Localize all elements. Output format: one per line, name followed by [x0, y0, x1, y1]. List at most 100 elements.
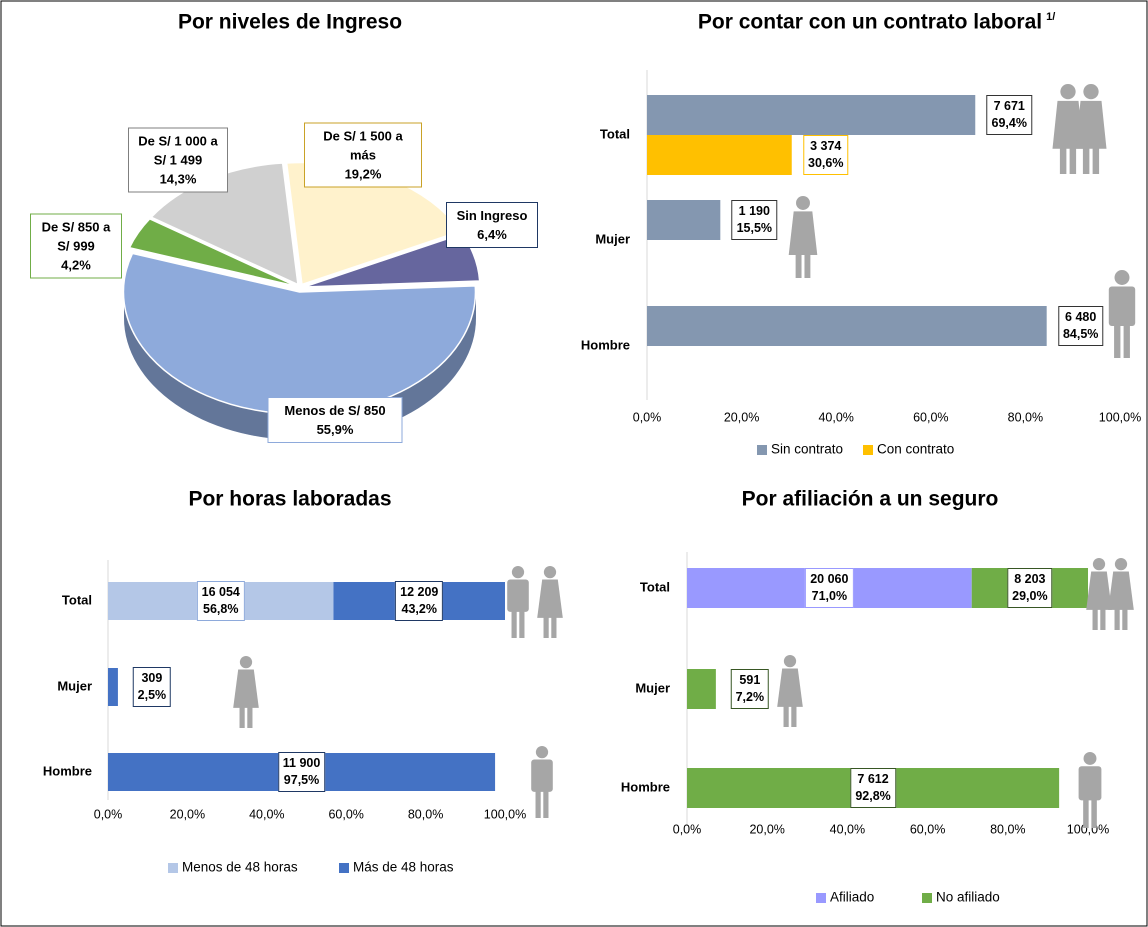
- person-body: [1052, 100, 1084, 149]
- person-icon: [788, 196, 818, 278]
- category-label: Total: [640, 579, 670, 594]
- label-line: 30,6%: [808, 156, 844, 170]
- value-label: 8 203 29,0%: [1007, 568, 1053, 608]
- label-line: 309: [141, 671, 163, 685]
- person-body: [777, 668, 803, 707]
- person-icon: [1086, 558, 1112, 630]
- label-line: De S/ 1 500 a más: [323, 128, 403, 163]
- value-label: 1 190 15,5%: [731, 200, 778, 240]
- label-line: 84,5%: [1062, 327, 1099, 341]
- person-head: [1060, 84, 1076, 100]
- person-head: [1114, 558, 1128, 571]
- label-line: 19,2%: [344, 166, 382, 182]
- label-line: 7 612: [857, 772, 889, 786]
- person-leg: [1114, 322, 1121, 358]
- x-tick-label: 0,0%: [94, 807, 123, 821]
- value-label: 309 2,5%: [132, 667, 172, 707]
- label-line: 2,5%: [137, 688, 167, 702]
- person-head: [535, 746, 549, 759]
- person-icon: [507, 566, 529, 638]
- label-line: 71,0%: [811, 589, 848, 603]
- person-leg: [511, 609, 517, 638]
- label-line: Sin Ingreso: [456, 208, 528, 223]
- category-label: Mujer: [57, 678, 92, 693]
- person-icon: [777, 655, 803, 727]
- slice-label: De S/ 850 a S/ 999 4,2%: [30, 213, 122, 279]
- label-line: 6,4%: [477, 227, 507, 242]
- title-note: 1/: [1046, 11, 1055, 23]
- label-line: 591: [739, 673, 761, 687]
- person-head: [239, 656, 253, 669]
- bar: [687, 669, 716, 709]
- person-leg: [1122, 601, 1128, 630]
- person-icon: [1108, 558, 1134, 630]
- legend-swatch: [863, 445, 873, 455]
- label-line: 3 374: [810, 139, 842, 153]
- x-tick-label: 40,0%: [818, 410, 853, 424]
- label-line: 15,5%: [736, 221, 773, 235]
- x-tick-label: 40,0%: [830, 822, 865, 836]
- label-line: 97,5%: [283, 773, 320, 787]
- person-head: [1114, 270, 1130, 285]
- x-tick-label: 60,0%: [913, 410, 948, 424]
- person-leg: [783, 698, 789, 727]
- person-body: [1078, 766, 1102, 801]
- person-icon: [1078, 752, 1102, 828]
- legend-swatch: [816, 893, 826, 903]
- person-body: [1075, 100, 1107, 149]
- value-label: 11 900 97,5%: [277, 752, 326, 792]
- label-line: De S/ 1 000 a S/ 1 499: [138, 133, 218, 168]
- x-tick-label: 80,0%: [990, 822, 1025, 836]
- person-leg: [795, 245, 802, 278]
- label-line: 12 209: [400, 585, 439, 599]
- legend-label: Afiliado: [830, 890, 874, 905]
- category-label: Total: [600, 126, 630, 141]
- chart-title: Por niveles de Ingreso: [178, 11, 402, 34]
- label-line: 7 671: [993, 99, 1025, 113]
- x-tick-label: 0,0%: [673, 822, 702, 836]
- person-leg: [239, 699, 245, 728]
- bar: [108, 668, 118, 706]
- x-tick-label: 100,0%: [1099, 410, 1141, 424]
- category-label: Hombre: [621, 779, 670, 794]
- person-head: [796, 196, 810, 210]
- person-leg: [1069, 138, 1077, 174]
- x-tick-label: 100,0%: [484, 807, 526, 821]
- x-tick-label: 80,0%: [408, 807, 443, 821]
- person-leg: [519, 609, 525, 638]
- person-leg: [1083, 797, 1089, 828]
- person-leg: [1123, 322, 1130, 358]
- person-leg: [247, 699, 253, 728]
- bar: [647, 200, 721, 240]
- label-line: 29,0%: [1012, 589, 1048, 603]
- label-line: 8 203: [1014, 572, 1046, 586]
- person-icon: [233, 656, 259, 728]
- x-tick-label: 20,0%: [170, 807, 205, 821]
- person-head: [783, 655, 797, 668]
- legend-label: Con contrato: [877, 442, 954, 457]
- person-icon: [1108, 270, 1136, 358]
- person-head: [1092, 558, 1106, 571]
- x-tick-label: 40,0%: [249, 807, 284, 821]
- person-head: [511, 566, 525, 579]
- label-line: 69,4%: [991, 116, 1027, 130]
- label-line: 7,2%: [735, 690, 765, 704]
- person-leg: [551, 609, 557, 638]
- person-head: [543, 566, 557, 579]
- person-body: [788, 211, 818, 256]
- label-line: Menos de S/ 850: [284, 403, 386, 418]
- label-line: 56,8%: [203, 602, 239, 616]
- bar: [647, 135, 792, 175]
- person-body: [1086, 571, 1112, 610]
- x-tick-label: 0,0%: [633, 410, 662, 424]
- person-icon: [1052, 84, 1084, 174]
- label-line: 16 054: [201, 585, 240, 599]
- person-leg: [535, 789, 541, 818]
- person-icon: [1075, 84, 1107, 174]
- label-line: 43,2%: [401, 602, 437, 616]
- slice-label: Sin Ingreso 6,4%: [446, 202, 538, 248]
- value-label: 591 7,2%: [730, 669, 770, 709]
- person-leg: [1059, 138, 1067, 174]
